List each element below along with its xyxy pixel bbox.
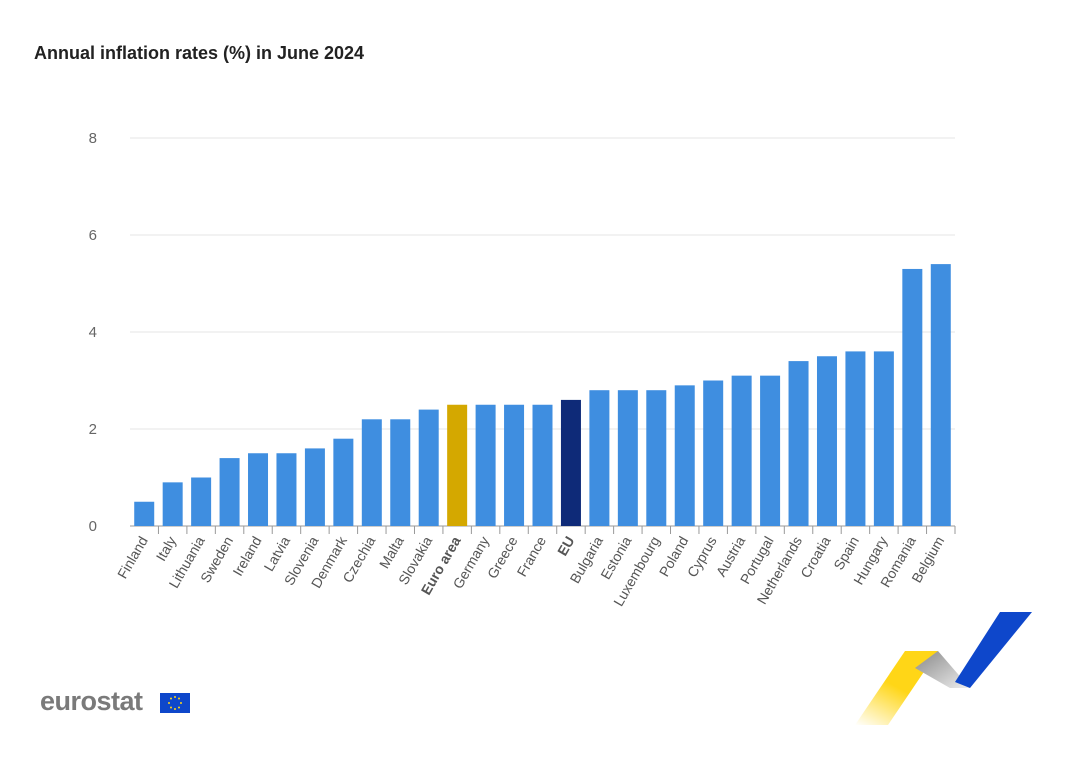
bar-slovakia (418, 409, 439, 526)
bar-belgium (930, 264, 951, 526)
bar-austria (731, 375, 752, 526)
bar-hungary (873, 351, 894, 526)
chart-title: Annual inflation rates (%) in June 2024 (34, 43, 365, 63)
bar-bulgaria (589, 390, 610, 526)
bar-denmark (333, 438, 354, 526)
bar-spain (845, 351, 866, 526)
bar-greece (504, 404, 525, 526)
bar-italy (162, 482, 183, 526)
bar-romania (902, 268, 923, 526)
bar-cyprus (703, 380, 724, 526)
bar-latvia (276, 453, 297, 526)
bar-euro-area (447, 404, 468, 526)
bar-ireland (248, 453, 269, 526)
eurostat-logo: eurostat (40, 686, 143, 716)
bar-malta (390, 419, 411, 526)
bar-eu (560, 399, 581, 526)
bar-netherlands (788, 361, 809, 526)
bar-sweden (219, 458, 240, 526)
bar-lithuania (191, 477, 212, 526)
bar-estonia (617, 390, 638, 526)
y-tick-label: 2 (89, 421, 97, 438)
bar-czechia (361, 419, 382, 526)
bar-poland (674, 385, 695, 526)
y-tick-label: 8 (89, 130, 97, 147)
bar-portugal (760, 375, 781, 526)
y-tick-label: 6 (89, 227, 97, 244)
y-tick-label: 0 (89, 518, 97, 535)
bar-slovenia (304, 448, 325, 526)
bar-france (532, 404, 553, 526)
bar-luxembourg (646, 390, 667, 526)
y-tick-label: 4 (89, 324, 97, 341)
bar-germany (475, 404, 496, 526)
bar-finland (134, 501, 155, 526)
eu-flag-icon (160, 693, 190, 713)
bar-croatia (816, 356, 837, 526)
